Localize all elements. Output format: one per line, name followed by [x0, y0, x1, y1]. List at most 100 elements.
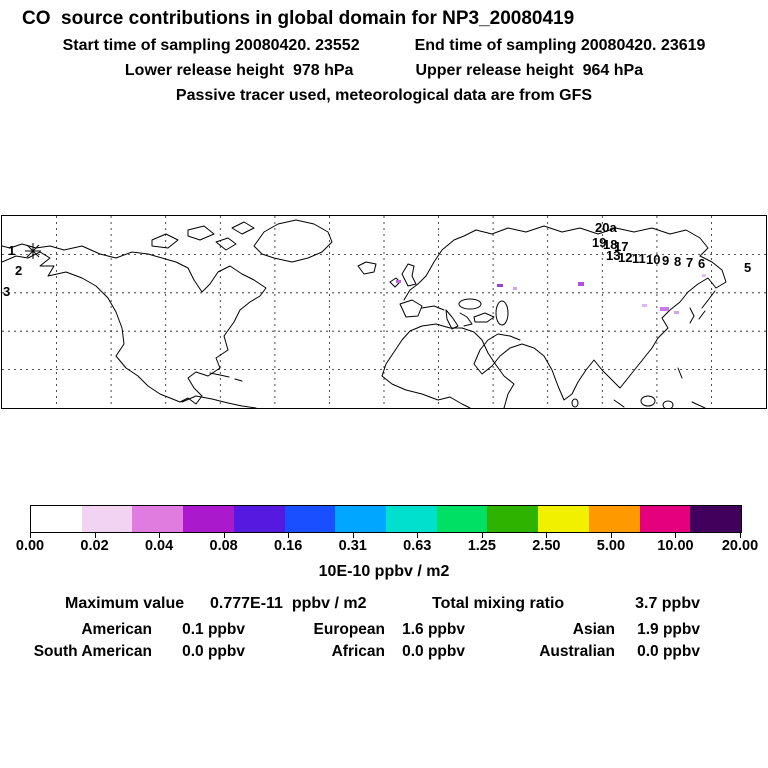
region-value: 1.6 ppbv	[402, 621, 465, 638]
colorbar-tick-mark	[481, 533, 483, 538]
trajectory-marker: 2	[15, 263, 22, 278]
colorbar-segment	[538, 506, 589, 532]
region-label: Australian	[539, 643, 615, 660]
concentration-overlay	[396, 274, 706, 314]
coastline-greenland	[253, 219, 333, 263]
colorbar-segment	[487, 506, 539, 532]
concentration-speck	[578, 282, 584, 286]
region-value: 0.0 ppbv	[402, 643, 465, 660]
total-mixing-value: 3.7 ppbv	[635, 595, 700, 612]
colorbar-segment	[335, 506, 387, 532]
colorbar-tick-mark	[417, 533, 419, 538]
concentration-speck	[660, 307, 669, 311]
region-value: 0.0 ppbv	[637, 643, 700, 660]
colorbar-tick-label: 0.02	[80, 538, 109, 554]
colorbar-tick-label: 0.31	[338, 538, 367, 554]
coastline-caribbean	[209, 372, 243, 382]
coastline-africa	[381, 323, 515, 409]
concentration-speck	[674, 311, 679, 314]
concentration-speck	[396, 280, 401, 283]
colorbar-tick-label: 1.25	[467, 538, 496, 554]
trajectory-marker: 20a	[595, 220, 617, 235]
coastline-japan-korea	[689, 290, 716, 324]
upper-release-text: Upper release height 964 hPa	[415, 62, 644, 79]
region-value: 0.1 ppbv	[182, 621, 245, 638]
concentration-speck	[497, 284, 503, 287]
colorbar-segment	[436, 506, 488, 532]
colorbar-tick-label: 2.50	[532, 538, 561, 554]
plot-title: CO source contributions in global domain…	[22, 8, 575, 29]
trajectory-marker: 3	[3, 284, 10, 299]
trajectory-marker: 12	[618, 250, 632, 265]
colorbar-segment	[233, 506, 285, 532]
region-label: American	[81, 621, 152, 638]
coastline-iberia	[399, 299, 423, 318]
colorbar-tick-mark	[288, 533, 290, 538]
colorbar-tick-mark	[675, 533, 677, 538]
map-gridlines	[2, 216, 766, 408]
coastline-philippines	[677, 367, 683, 379]
coastline-west-europe	[403, 275, 427, 301]
caspian-sea-outline	[495, 300, 509, 326]
colorbar-area: 0.00 0.02 0.04 0.08 0.16 0.31 0.63 1.25 2.50 5.00…	[0, 505, 768, 581]
trajectory-marker: 6	[698, 256, 705, 271]
colorbar-segment	[132, 506, 184, 532]
trajectory-marker: 5	[744, 260, 751, 275]
colorbar	[30, 505, 742, 533]
black-sea-outline	[458, 298, 482, 310]
coastline-sulawesi	[662, 400, 674, 410]
region-value: 1.9 ppbv	[637, 621, 700, 638]
max-value: 0.777E-11 ppbv / m2	[210, 595, 367, 612]
colorbar-tick-mark	[610, 533, 612, 538]
end-time-text: End time of sampling 20080420. 23619	[414, 37, 706, 54]
coastline-north-america	[1, 243, 267, 405]
coastline-iceland	[357, 261, 377, 275]
colorbar-segment	[588, 506, 640, 532]
concentration-speck	[513, 287, 517, 290]
release-point-star-icon	[25, 243, 41, 259]
coastline-borneo	[640, 395, 656, 407]
trajectory-marker: 10	[646, 252, 660, 267]
colorbar-segment	[183, 506, 234, 532]
region-label: Asian	[572, 621, 615, 638]
coastline-mediterranean-europe	[421, 305, 473, 330]
start-time-text: Start time of sampling 20080420. 23552	[62, 37, 360, 54]
trajectory-marker: 9	[662, 253, 669, 268]
trajectory-marker: 8	[674, 254, 681, 269]
colorbar-segment	[284, 506, 336, 532]
colorbar-tick-mark	[352, 533, 354, 538]
sampling-times-line: Start time of sampling 20080420. 23552 En…	[0, 37, 768, 55]
region-contributions: American 0.1 ppbv European 1.6 ppbv Asian 1.9…	[0, 619, 768, 663]
coastline-british-isles	[389, 263, 417, 288]
colorbar-segment	[31, 506, 82, 532]
coastline-arctic-islands	[151, 221, 255, 251]
colorbar-segment	[81, 506, 133, 532]
lower-release-text: Lower release height 978 hPa	[124, 62, 354, 79]
colorbar-tick-mark	[740, 533, 741, 538]
stats-summary-line: Maximum value 0.777E-11 ppbv / m2 Total …	[0, 595, 768, 619]
coastline-sri-lanka	[571, 398, 579, 408]
trajectory-marker: 11	[632, 251, 646, 266]
colorbar-tick-mark	[223, 533, 225, 538]
colorbar-tick-label: 0.00	[15, 538, 45, 554]
colorbar-segment	[386, 506, 437, 532]
trajectory-marker: 7	[686, 255, 693, 270]
region-label: African	[331, 643, 385, 660]
colorbar-tick-label: 5.00	[596, 538, 626, 554]
coastline-sumatra	[613, 399, 625, 408]
colorbar-tick-label: 0.16	[274, 538, 303, 554]
region-value: 0.0 ppbv	[182, 643, 245, 660]
release-heights-line: Lower release height 978 hPa Upper releas…	[0, 62, 768, 80]
trajectory-marker: 13	[606, 248, 620, 263]
coastline-south-america	[181, 395, 257, 409]
colorbar-tick-label: 0.08	[209, 538, 238, 554]
coastline-turkey	[473, 312, 495, 323]
colorbar-ticks: 0.00 0.02 0.04 0.08 0.16 0.31 0.63 1.25 2.50 5.00…	[16, 533, 758, 559]
colorbar-segment	[639, 506, 691, 532]
colorbar-segment	[690, 506, 742, 532]
region-label: European	[313, 621, 385, 638]
colorbar-tick-label: 0.04	[144, 538, 174, 554]
colorbar-tick-label: 10.00	[657, 538, 694, 554]
